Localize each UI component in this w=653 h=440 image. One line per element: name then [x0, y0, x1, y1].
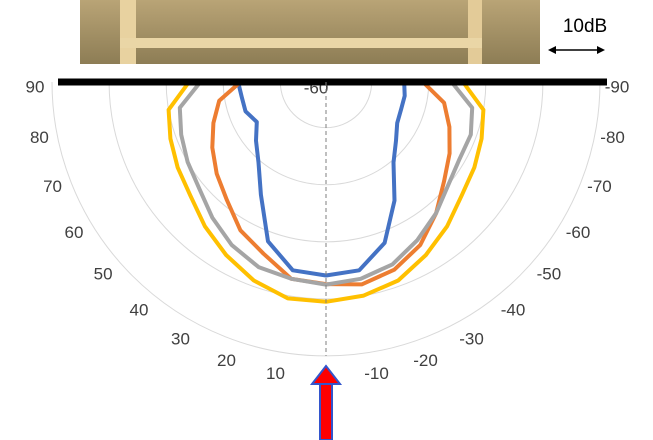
theta-tick-label: -30: [459, 329, 484, 348]
theta-tick-label: 90: [26, 77, 45, 96]
source-arrow: [312, 366, 340, 440]
theta-tick-label: 80: [30, 128, 49, 147]
theta-tick-label: 60: [65, 223, 84, 242]
scale-arrow: [548, 46, 605, 54]
theta-tick-label: 40: [129, 300, 148, 319]
theta-tick-label: -70: [587, 177, 612, 196]
theta-tick-label: 70: [43, 177, 62, 196]
theta-tick-label: -60: [566, 223, 591, 242]
theta-tick-label: -80: [600, 128, 625, 147]
theta-tick-label: 30: [171, 329, 190, 348]
theta-tick-label: -10: [364, 364, 389, 383]
chart: -60908070605040302010-10-20-30-40-50-60-…: [0, 0, 653, 440]
theta-tick-label: -90: [605, 77, 630, 96]
theta-tick-label: 20: [217, 351, 236, 370]
theta-tick-label: -20: [413, 351, 438, 370]
polar-grid: -60908070605040302010-10-20-30-40-50-60-…: [26, 77, 630, 383]
photo: [80, 0, 540, 64]
scale-label: 10dB: [563, 16, 607, 37]
theta-tick-label: -40: [501, 300, 526, 319]
series-line: [238, 82, 405, 276]
theta-tick-label: -50: [537, 265, 562, 284]
theta-tick-label: 10: [266, 364, 285, 383]
theta-tick-label: 50: [94, 265, 113, 284]
